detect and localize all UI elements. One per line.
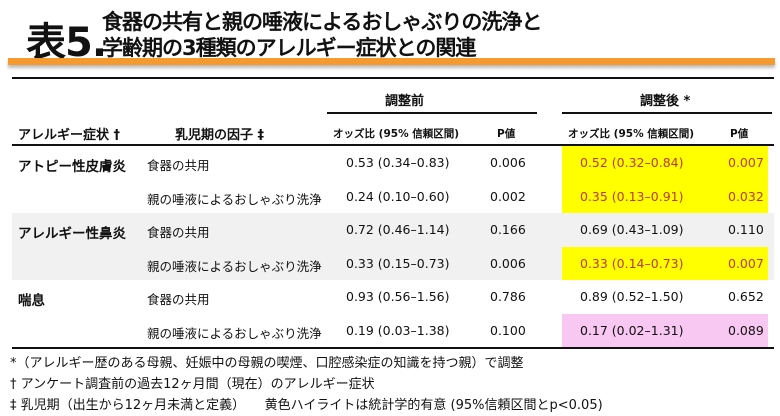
or-before-cell: 0.72 (0.46–1.14) (346, 222, 450, 237)
p-before-cell: 0.006 (490, 255, 526, 271)
or-after-cell: 0.17 (0.02–1.31) (580, 322, 684, 338)
title-line-2: 学齢期の3種類のアレルギー症状との関連 (102, 36, 476, 60)
p-before-cell: 0.166 (490, 222, 526, 237)
or-before-cell: 0.24 (0.10–0.60) (346, 188, 450, 204)
factor-cell: 食器の共用 (147, 292, 210, 307)
factor-cell: 食器の共用 (147, 225, 210, 240)
header-or-before: オッズ比 (95% 信頼区間) (333, 128, 460, 140)
symptom-cell: アレルギー性鼻炎 (18, 226, 126, 242)
or-before-cell: 0.53 (0.34–0.83) (346, 155, 450, 170)
p-after-cell: 0.032 (728, 188, 764, 204)
highlight (562, 146, 768, 180)
p-before-cell: 0.100 (490, 322, 526, 338)
footnote-double-dagger: ‡ 乳児期（出生から12ヶ月未満と定義） 黄色ハイライトは統計学的有意 (95%… (10, 398, 603, 413)
or-before-cell: 0.33 (0.15–0.73) (346, 255, 450, 271)
table-row: アレルギー性鼻炎 食器の共用 0.72 (0.46–1.14) 0.166 0.69 (… (12, 213, 774, 247)
or-before-cell: 0.93 (0.56–1.56) (346, 289, 450, 304)
header-bottom-rule (12, 144, 774, 146)
table-row: 親の唾液によるおしゃぶり洗浄 0.33 (0.15–0.73) 0.006 0.33 … (12, 246, 774, 280)
highlight (562, 313, 768, 347)
factor-cell: 親の唾液によるおしゃぶり洗浄 (147, 325, 322, 341)
factor-cell: 食器の共用 (147, 158, 210, 173)
highlight (562, 179, 768, 213)
p-after-cell: 0.110 (728, 222, 764, 237)
p-after-cell: 0.652 (728, 289, 764, 304)
header-after: 調整後 * (640, 94, 691, 109)
p-after-cell: 0.007 (728, 155, 764, 170)
p-before-cell: 0.002 (490, 188, 526, 204)
table-row: 喘息 食器の共用 0.93 (0.56–1.56) 0.786 0.89 (0.52–1… (12, 280, 774, 314)
header-or-after: オッズ比 (95% 信頼区間) (568, 128, 695, 140)
title-line-1: 食器の共有と親の唾液によるおしゃぶりの洗浄と (102, 10, 542, 34)
or-after-cell: 0.52 (0.32–0.84) (580, 155, 684, 170)
footnote-adjusted: *（アレルギー歴のある母親、妊娠中の母親の喫煙、口腔感染症の知識を持つ親）で調整 (10, 356, 524, 371)
table-row: 親の唾液によるおしゃぶり洗浄 0.19 (0.03–1.38) 0.100 0.17 … (12, 313, 774, 347)
header-p-before: P値 (497, 128, 516, 140)
p-after-cell: 0.007 (728, 255, 764, 271)
factor-cell: 親の唾液によるおしゃぶり洗浄 (147, 191, 322, 207)
header-p-after: P値 (730, 128, 749, 140)
table-row: 親の唾液によるおしゃぶり洗浄 0.24 (0.10–0.60) 0.002 0.35 … (12, 179, 774, 213)
table-row: アトピー性皮膚炎 食器の共用 0.53 (0.34–0.83) 0.006 0.52 (… (12, 146, 774, 180)
p-after-cell: 0.089 (728, 322, 764, 338)
factor-cell: 親の唾液によるおしゃぶり洗浄 (147, 258, 322, 274)
or-after-cell: 0.35 (0.13–0.91) (580, 188, 684, 204)
footnote-dagger: † アンケート調査前の過去12ヶ月間（現在）のアレルギー症状 (10, 377, 375, 392)
header-after-rule (562, 112, 772, 114)
p-before-cell: 0.786 (490, 289, 526, 304)
header-before-rule (327, 112, 537, 114)
symptom-cell: アトピー性皮膚炎 (18, 159, 126, 175)
or-before-cell: 0.19 (0.03–1.38) (346, 322, 450, 338)
accent-bar (8, 58, 775, 65)
symptom-cell: 喘息 (18, 293, 45, 309)
or-after-cell: 0.69 (0.43–1.09) (580, 222, 684, 237)
or-after-cell: 0.33 (0.14–0.73) (580, 255, 684, 271)
header-before: 調整前 (385, 94, 425, 109)
highlight (562, 246, 768, 280)
table-bottom-rule (12, 347, 774, 349)
header-symptom: アレルギー症状 † (18, 128, 121, 143)
or-after-cell: 0.89 (0.52–1.50) (580, 289, 684, 304)
p-before-cell: 0.006 (490, 155, 526, 170)
header-factor: 乳児期の因子 ‡ (175, 128, 265, 143)
table-top-rule (12, 77, 774, 79)
